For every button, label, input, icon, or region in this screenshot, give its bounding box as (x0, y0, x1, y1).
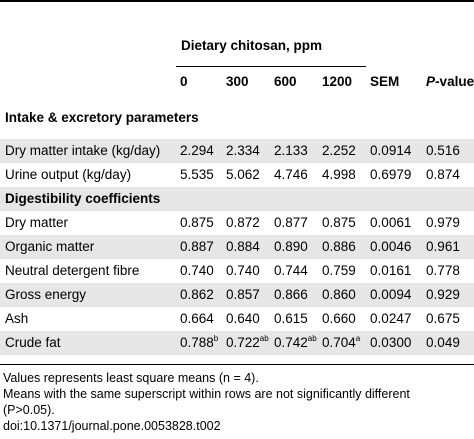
header-empty-cell (422, 26, 474, 67)
doi-text: doi:10.1371/journal.pone.0053828.t002 (3, 419, 221, 433)
cell: 0.740 (222, 259, 270, 283)
header-row-columns: 0 300 600 1200 SEM P-value (0, 66, 474, 97)
cell: 0.857 (222, 283, 270, 307)
cell: 0.862 (176, 283, 222, 307)
column-header: 1200 (318, 66, 367, 97)
row-label: Ash (0, 307, 176, 331)
cell: 0.759 (318, 259, 367, 283)
cell: 5.062 (222, 163, 270, 187)
cell: 0.0094 (366, 283, 423, 307)
row-label: Neutral detergent fibre (0, 259, 176, 283)
pvalue-suffix: -value (435, 73, 474, 89)
cell: 0.875 (176, 211, 222, 235)
table-row: Gross energy 0.862 0.857 0.866 0.860 0.0… (0, 283, 474, 307)
superscript: b (213, 334, 219, 343)
row-label: Dry matter (0, 211, 176, 235)
cell: 0.0300 (366, 331, 423, 355)
cell: 0.979 (422, 211, 474, 235)
cell: 2.334 (222, 139, 270, 163)
cell: 0.778 (422, 259, 474, 283)
pvalue-header: P-value (422, 66, 474, 97)
table-notes: Values represents least square means (n … (3, 370, 471, 434)
cell: 0.744 (270, 259, 318, 283)
cell: 0.887 (176, 235, 222, 259)
section-row: Intake & excretory parameters (0, 97, 474, 139)
cell: 0.516 (422, 139, 474, 163)
cell: 2.294 (176, 139, 222, 163)
pvalue-prefix: P (426, 73, 436, 89)
cell: 0.875 (318, 211, 367, 235)
row-label: Dry matter intake (kg/day) (0, 139, 176, 163)
row-label: Crude fat (0, 331, 176, 355)
cell: 2.252 (318, 139, 367, 163)
column-header: 300 (222, 66, 270, 97)
cell: 0.872 (222, 211, 270, 235)
note-line: Values represents least square means (n … (3, 371, 259, 385)
data-table: Dietary chitosan, ppm 0 300 600 1200 SEM… (0, 26, 474, 355)
cell: 0.929 (422, 283, 474, 307)
top-rule (0, 0, 474, 2)
cell: 0.0914 (366, 139, 423, 163)
cell: 0.722ab (222, 331, 270, 355)
table-row: Crude fat 0.788b 0.722ab 0.742ab 0.704a … (0, 331, 474, 355)
cell: 2.133 (270, 139, 318, 163)
section-title: Digestibility coefficients (0, 187, 270, 211)
row-label: Organic matter (0, 235, 176, 259)
cell: 0.049 (422, 331, 474, 355)
header-row-group: Dietary chitosan, ppm (0, 26, 474, 67)
cell: 0.788b (176, 331, 222, 355)
section-title: Intake & excretory parameters (0, 97, 222, 139)
section-row: Digestibility coefficients (0, 187, 474, 211)
cell: 0.860 (318, 283, 367, 307)
group-header: Dietary chitosan, ppm (176, 26, 367, 67)
cell: 0.0247 (366, 307, 423, 331)
cell: 0.866 (270, 283, 318, 307)
cell: 4.746 (270, 163, 318, 187)
table-row: Dry matter 0.875 0.872 0.877 0.875 0.006… (0, 211, 474, 235)
superscript: ab (307, 334, 317, 343)
cell: 0.0046 (366, 235, 423, 259)
cell: 0.615 (270, 307, 318, 331)
cell: 0.640 (222, 307, 270, 331)
header-empty-cell (366, 26, 423, 67)
table-row: Organic matter 0.887 0.884 0.890 0.886 0… (0, 235, 474, 259)
cell: 0.874 (422, 163, 474, 187)
column-header: SEM (366, 66, 423, 97)
cell: 0.6979 (366, 163, 423, 187)
cell: 0.961 (422, 235, 474, 259)
bottom-rule (0, 364, 474, 365)
column-header: 600 (270, 66, 318, 97)
table-row: Urine output (kg/day) 5.535 5.062 4.746 … (0, 163, 474, 187)
header-empty-cell (0, 26, 176, 67)
table-row: Ash 0.664 0.640 0.615 0.660 0.0247 0.675 (0, 307, 474, 331)
cell: 0.877 (270, 211, 318, 235)
note-line: (P>0.05). (3, 403, 55, 417)
cell: 0.675 (422, 307, 474, 331)
header-empty-cell (0, 66, 176, 97)
row-label: Gross energy (0, 283, 176, 307)
cell: 0.884 (222, 235, 270, 259)
cell: 0.704a (318, 331, 367, 355)
cell: 0.890 (270, 235, 318, 259)
column-header: 0 (176, 66, 222, 97)
table-row: Dry matter intake (kg/day) 2.294 2.334 2… (0, 139, 474, 163)
cell: 0.0161 (366, 259, 423, 283)
superscript: a (355, 334, 361, 343)
cell: 0.664 (176, 307, 222, 331)
superscript: ab (259, 334, 269, 343)
cell: 0.886 (318, 235, 367, 259)
table-row: Neutral detergent fibre 0.740 0.740 0.74… (0, 259, 474, 283)
cell: 5.535 (176, 163, 222, 187)
note-line: Means with the same superscript within r… (3, 387, 410, 401)
cell: 0.742ab (270, 331, 318, 355)
cell: 0.660 (318, 307, 367, 331)
cell: 0.0061 (366, 211, 423, 235)
cell: 0.740 (176, 259, 222, 283)
row-label: Urine output (kg/day) (0, 163, 176, 187)
cell: 4.998 (318, 163, 367, 187)
